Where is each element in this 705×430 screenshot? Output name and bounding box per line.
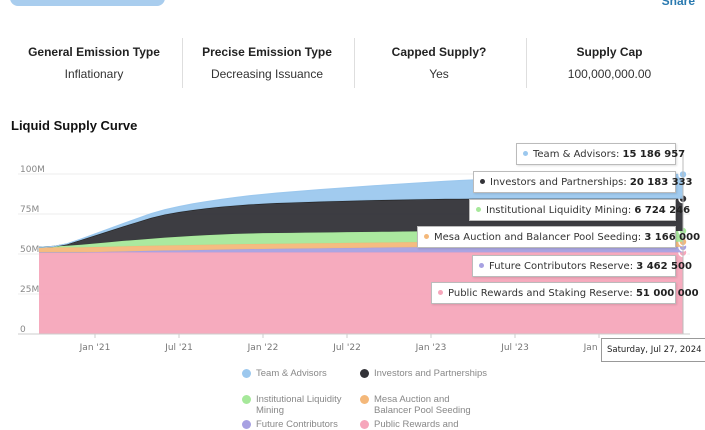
y-tick-label: 100M <box>20 165 45 175</box>
tooltip-value: 20 183 333 <box>629 177 693 188</box>
stat-label: Supply Cap <box>576 45 643 59</box>
divider <box>182 38 183 88</box>
divider <box>526 38 527 88</box>
tooltip-date: Saturday, Jul 27, 2024 <box>601 338 705 362</box>
tooltip-item-institutional: Institutional Liquidity Mining: 6 724 24… <box>469 199 690 221</box>
legend-label: Future Contributors <box>256 419 338 430</box>
stat-value: Yes <box>429 67 449 81</box>
y-tick-label: 75M <box>20 205 39 215</box>
x-tick-label: Jan '23 <box>415 343 447 353</box>
tooltip-item-mesa: Mesa Auction and Balancer Pool Seeding: … <box>417 226 700 248</box>
legend-item-team[interactable]: Team & Advisors <box>242 368 371 379</box>
tooltip-value: 3 166 000 <box>644 232 701 243</box>
legend-label: Investors and Partnerships <box>374 368 488 379</box>
legend-item-investors[interactable]: Investors and Partnerships <box>360 368 489 379</box>
stat-general-emission: General Emission Type Inflationary <box>10 36 178 88</box>
stat-value: Decreasing Issuance <box>210 67 324 81</box>
tooltip-label: Mesa Auction and Balancer Pool Seeding: <box>434 232 645 243</box>
tooltip-label: Institutional Liquidity Mining: <box>486 205 635 216</box>
emission-stats: General Emission Type Inflationary Preci… <box>0 36 705 88</box>
legend-item-institutional[interactable]: Institutional Liquidity Mining <box>242 394 371 416</box>
x-tick-label: Jul '23 <box>500 343 529 353</box>
legend-swatch-icon <box>242 369 251 378</box>
tooltip-value: 6 724 246 <box>634 205 691 216</box>
stat-capped-supply: Capped Supply? Yes <box>355 36 523 88</box>
legend-swatch-icon <box>360 369 369 378</box>
legend-label: Public Rewards and <box>374 419 459 430</box>
legend-item-public[interactable]: Public Rewards and <box>360 419 489 430</box>
legend-dot-icon <box>424 233 429 239</box>
stat-label: Precise Emission Type <box>202 45 332 59</box>
tooltip-label: Future Contributors Reserve: <box>489 261 637 272</box>
legend-item-future[interactable]: Future Contributors <box>242 419 371 430</box>
y-tick-label: 50M <box>20 245 39 255</box>
x-tick-label: Jan '21 <box>79 343 111 353</box>
legend-dot-icon <box>479 262 484 268</box>
x-tick-label: Jan '24 <box>583 343 615 353</box>
tooltip-item-team: Team & Advisors: 15 186 957 <box>516 143 685 165</box>
legend-swatch-icon <box>242 420 251 429</box>
tooltip-value: 51 000 000 <box>635 288 699 299</box>
stat-precise-emission: Precise Emission Type Decreasing Issuanc… <box>183 36 351 88</box>
legend-dot-icon <box>480 178 485 184</box>
stat-value: 100,000,000.00 <box>567 67 652 81</box>
legend-swatch-icon <box>360 420 369 429</box>
legend-dot-icon <box>438 289 443 295</box>
legend-item-mesa[interactable]: Mesa Auction and Balancer Pool Seeding <box>360 394 489 416</box>
stat-value: Inflationary <box>64 67 124 81</box>
stat-label: General Emission Type <box>28 45 160 59</box>
legend-dot-icon <box>476 206 481 212</box>
tooltip-label: Investors and Partnerships: <box>490 177 630 188</box>
legend-label: Institutional Liquidity Mining <box>256 394 342 416</box>
legend-label: Team & Advisors <box>256 368 327 379</box>
tooltip-item-public: Public Rewards and Staking Reserve: 51 0… <box>431 282 699 304</box>
legend-swatch-icon <box>242 395 251 404</box>
x-tick-label: Jul '21 <box>164 343 193 353</box>
y-tick-label: 25M <box>20 285 39 295</box>
legend-swatch-icon <box>360 395 369 404</box>
x-tick-label: Jan '22 <box>247 343 279 353</box>
tooltip-label: Team & Advisors: <box>533 149 623 160</box>
legend-dot-icon <box>523 150 528 156</box>
tooltip-value: 15 186 957 <box>622 149 686 160</box>
stat-supply-cap: Supply Cap 100,000,000.00 <box>527 36 692 88</box>
tooltip-label: Public Rewards and Staking Reserve: <box>448 288 636 299</box>
area-future <box>39 246 683 253</box>
stat-label: Capped Supply? <box>391 45 487 59</box>
tooltip-item-future: Future Contributors Reserve: 3 462 500 <box>472 255 692 277</box>
y-tick-label: 0 <box>20 325 26 335</box>
x-tick-label: Jul '22 <box>332 343 361 353</box>
divider <box>354 38 355 88</box>
share-link[interactable]: Share <box>661 0 695 8</box>
section-title: Liquid Supply Curve <box>11 118 138 133</box>
top-action-button[interactable] <box>10 0 165 6</box>
tooltip-value: 3 462 500 <box>636 261 692 272</box>
tooltip-item-investors: Investors and Partnerships: 20 183 333 <box>473 171 693 193</box>
legend-label: Mesa Auction and Balancer Pool Seeding <box>374 394 471 416</box>
